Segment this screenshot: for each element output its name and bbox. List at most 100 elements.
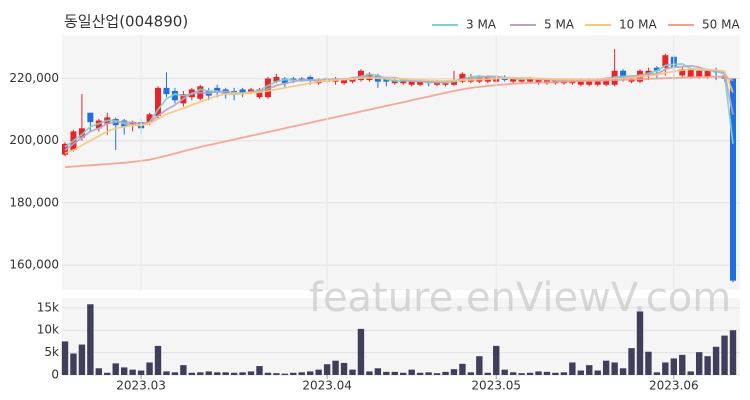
y-tick-label: 5k	[44, 345, 59, 359]
volume-bar	[188, 372, 196, 375]
chart-title: 동일산업(004890)	[64, 13, 188, 31]
volume-bar	[307, 371, 314, 375]
volume-bar	[112, 363, 119, 375]
volume-bar	[509, 372, 517, 375]
ma-line	[64, 75, 734, 169]
y-tick-label: 200,000	[9, 133, 59, 147]
volume-bar	[729, 330, 737, 375]
volume-bar	[416, 372, 424, 375]
volume-bar	[569, 362, 576, 375]
volume-bar	[552, 372, 559, 375]
candle-body	[586, 80, 593, 85]
candle-body	[78, 128, 85, 138]
volume-bar	[298, 372, 305, 375]
x-tick-label: 2023.05	[471, 379, 521, 393]
candle-body	[687, 69, 694, 77]
y-tick-label: 160,000	[9, 258, 59, 272]
candle-body	[155, 87, 162, 116]
candle-body	[248, 89, 255, 93]
candle-body	[87, 112, 94, 123]
volume-bar	[349, 369, 356, 375]
volume-bar	[450, 369, 458, 375]
candle-body	[256, 89, 263, 98]
volume-bar	[340, 362, 348, 375]
candle-body	[417, 81, 424, 85]
volume-bar	[704, 356, 711, 375]
candle-body	[341, 80, 348, 84]
candle-body	[307, 76, 314, 81]
candle-body	[442, 83, 449, 85]
volume-bar	[518, 373, 525, 375]
x-tick-label: 2023.06	[649, 379, 699, 393]
volume-bar	[163, 371, 170, 375]
volume-bar	[95, 368, 103, 375]
volume-bar	[425, 372, 432, 375]
volume-bar	[87, 304, 94, 375]
volume-bar	[628, 348, 635, 375]
volume-bar	[662, 362, 669, 375]
volume-bar	[484, 372, 491, 375]
candle-body	[163, 87, 170, 95]
candle-body	[577, 80, 584, 85]
ma-line	[64, 68, 734, 155]
candle-body	[510, 78, 517, 82]
volume-bar	[721, 335, 728, 375]
volume-bar	[679, 354, 686, 375]
legend-label: 10 MA	[619, 18, 657, 32]
y-tick-label: 15k	[37, 300, 59, 314]
candle-body	[146, 114, 153, 123]
x-tick-label: 2023.03	[116, 379, 166, 393]
volume-bar	[104, 372, 111, 375]
volume-bar	[137, 370, 145, 375]
candle-body	[281, 78, 288, 84]
volume-bar	[70, 353, 77, 375]
volume-bar	[171, 372, 179, 375]
volume-bar	[543, 371, 551, 375]
volume-bar	[197, 372, 204, 375]
volume-bar	[230, 372, 238, 375]
candle-body	[730, 78, 736, 281]
candle-body	[400, 80, 407, 84]
volume-bar	[594, 370, 601, 375]
candle-body	[696, 70, 703, 77]
volume-bar	[264, 372, 272, 375]
volume-bar	[290, 372, 297, 375]
candle-body	[129, 122, 136, 126]
volume-bar	[366, 371, 373, 375]
volume-bar	[611, 362, 618, 375]
x-tick-label: 2023.04	[302, 379, 352, 393]
y-tick-label: 220,000	[9, 71, 59, 85]
watermark: feature.enViewV.com	[309, 275, 731, 321]
volume-bar	[695, 352, 703, 375]
volume-bar	[391, 371, 398, 375]
volume-bar	[146, 362, 153, 375]
candle-body	[459, 73, 466, 82]
volume-bar	[281, 373, 289, 375]
volume-bar	[586, 365, 593, 375]
volume-bar	[526, 372, 534, 375]
volume-bar	[120, 367, 128, 375]
candle-body	[434, 81, 441, 85]
volume-bar	[433, 373, 441, 375]
candle-body	[273, 76, 280, 82]
volume-bar	[383, 371, 390, 375]
volume-bar	[273, 373, 280, 375]
volume-bar	[712, 346, 720, 375]
candle-body	[704, 70, 711, 77]
volume-bar	[577, 370, 584, 375]
candle-body	[357, 70, 364, 81]
candle-body	[535, 80, 542, 84]
candle-body	[679, 69, 686, 76]
volume-bar	[256, 366, 263, 375]
volume-plot-bg	[62, 298, 740, 375]
legend-label: 3 MA	[466, 18, 497, 32]
volume-bar	[560, 372, 568, 375]
volume-bar	[61, 341, 69, 375]
volume-bar	[535, 371, 542, 375]
volume-bar	[408, 369, 415, 375]
volume-bar	[78, 344, 86, 375]
volume-bar	[205, 371, 212, 375]
y-tick-label: 0	[51, 368, 59, 382]
volume-bar	[323, 364, 331, 375]
